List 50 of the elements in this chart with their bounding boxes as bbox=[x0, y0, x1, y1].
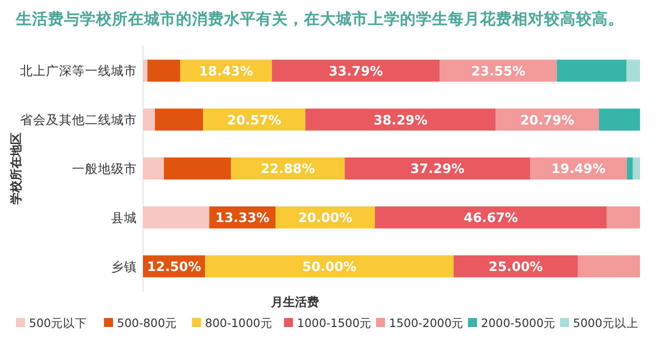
y-tick-label: 省会及其他二线城市 bbox=[20, 112, 137, 128]
y-tick-label: 乡镇 bbox=[111, 258, 137, 274]
bar bbox=[147, 60, 180, 82]
y-tick-label: 一般地级市 bbox=[72, 161, 137, 176]
bar bbox=[626, 60, 640, 82]
data-label: 20.79% bbox=[520, 113, 574, 128]
bar bbox=[205, 255, 454, 278]
bar bbox=[272, 60, 440, 82]
bar bbox=[632, 157, 640, 180]
data-label: 12.50% bbox=[146, 260, 202, 275]
bar bbox=[606, 206, 640, 228]
data-label: 20.57% bbox=[227, 113, 282, 128]
data-label: 19.49% bbox=[551, 162, 606, 178]
legend-label: 800-1000元 bbox=[205, 316, 272, 330]
bar bbox=[344, 157, 530, 180]
y-tick-label: 县城 bbox=[111, 210, 137, 225]
bar bbox=[164, 157, 231, 180]
legend-label: 1500-2000元 bbox=[389, 316, 464, 330]
y-tick-label: 北上广深等一线城市 bbox=[20, 63, 137, 78]
x-axis-title: 月生活费 bbox=[270, 295, 319, 309]
data-label: 46.67% bbox=[464, 211, 518, 226]
data-label: 37.29% bbox=[410, 162, 464, 178]
y-axis-title: 学校所在地区 bbox=[9, 132, 23, 204]
legend-label: 500-800元 bbox=[117, 316, 178, 330]
data-label: 38.29% bbox=[373, 113, 428, 128]
data-label: 33.79% bbox=[328, 64, 383, 80]
bar bbox=[143, 108, 155, 131]
bar bbox=[454, 255, 578, 278]
legend-label: 2000-5000元 bbox=[481, 316, 556, 330]
bar bbox=[143, 60, 148, 82]
chart-title: 生活费与学校所在城市的消费水平有关，在大城市上学的学生每月花费相对较高较高。 bbox=[15, 9, 624, 28]
bar bbox=[374, 206, 607, 228]
data-label: 13.33% bbox=[215, 211, 270, 226]
data-label: 23.55% bbox=[471, 64, 526, 80]
data-label: 25.00% bbox=[488, 260, 543, 275]
data-label: 22.88% bbox=[260, 162, 315, 178]
bar bbox=[154, 108, 204, 131]
legend-label: 500元以下 bbox=[29, 316, 87, 330]
bar bbox=[578, 255, 640, 278]
bar bbox=[143, 206, 210, 228]
bar bbox=[598, 108, 640, 131]
bar bbox=[626, 157, 633, 180]
data-label: 50.00% bbox=[302, 260, 356, 275]
legend-label: 5000元以上 bbox=[573, 316, 638, 330]
bar bbox=[305, 108, 496, 131]
bar bbox=[556, 60, 626, 82]
bar bbox=[143, 157, 164, 180]
data-label: 20.00% bbox=[298, 211, 352, 226]
legend-label: 1000-1500元 bbox=[297, 316, 372, 330]
data-label: 18.43% bbox=[198, 64, 254, 80]
